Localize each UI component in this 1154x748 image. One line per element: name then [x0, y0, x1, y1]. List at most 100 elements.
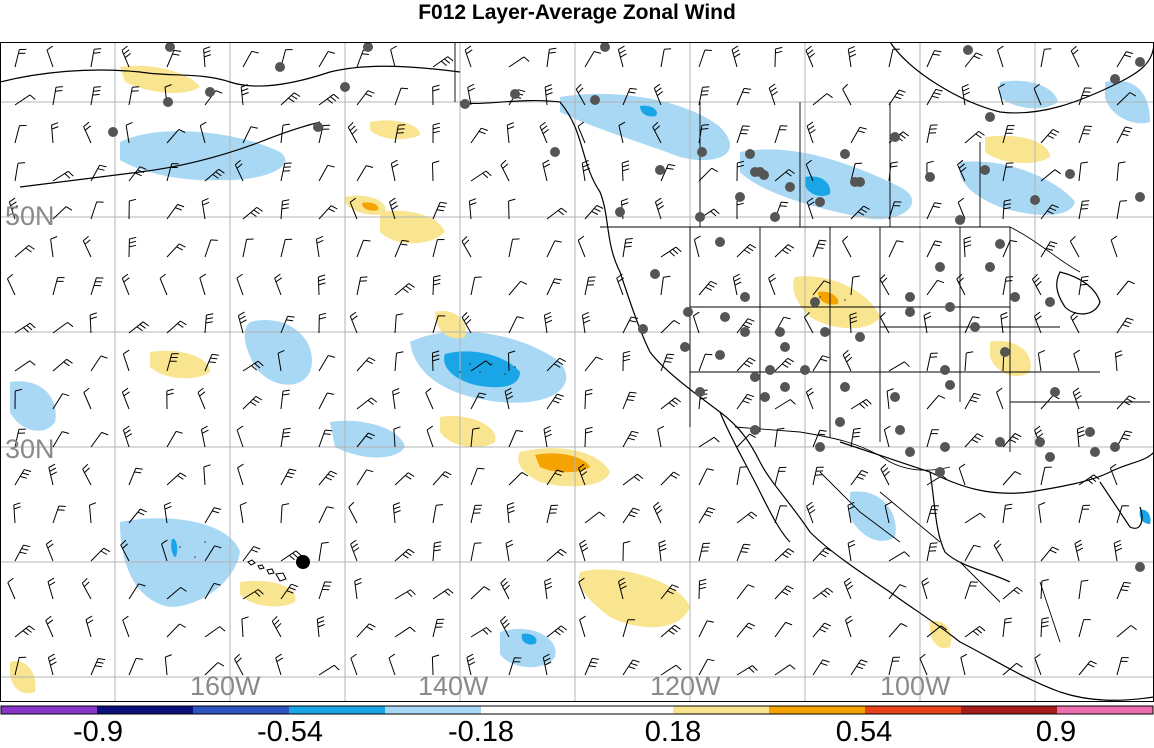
wind-barb — [850, 469, 869, 486]
strong-negative-core — [521, 633, 537, 645]
wind-barb — [888, 89, 906, 106]
wind-barb — [693, 235, 701, 258]
wind-barb — [166, 586, 187, 600]
wind-barb — [577, 235, 586, 258]
island — [247, 559, 256, 566]
station-marker — [955, 215, 965, 225]
station-marker — [770, 212, 780, 222]
map-canvas: 50N 30N 160W 140W 120W 100W — [0, 42, 1154, 702]
wind-barb — [888, 161, 898, 182]
wind-barb — [7, 577, 16, 600]
wind-barb — [732, 273, 742, 296]
station-marker — [815, 442, 825, 452]
wind-barb — [122, 349, 130, 372]
wind-barb — [1034, 653, 1042, 676]
wind-barb — [1040, 128, 1060, 144]
wind-barb — [52, 170, 74, 182]
wind-barb — [52, 393, 70, 410]
station-marker — [745, 149, 755, 159]
wind-barb — [82, 235, 92, 258]
wind-barb — [470, 170, 492, 182]
wind-barb — [166, 353, 179, 372]
wind-barb — [14, 162, 26, 182]
mexico-states — [819, 471, 1061, 643]
wind-barb — [546, 357, 566, 372]
strong-negative-core — [171, 538, 178, 557]
wind-barb — [1002, 471, 1022, 486]
wind-barb — [622, 238, 633, 258]
mexico-gulf-coast — [929, 471, 1011, 583]
wind-barb — [660, 48, 672, 68]
wind-barb — [964, 130, 985, 144]
station-marker — [1110, 74, 1120, 84]
negative-anomaly-region — [120, 131, 286, 181]
wind-barb — [958, 463, 966, 486]
positive-anomaly-region — [240, 580, 296, 607]
station-marker — [340, 82, 350, 92]
station-marker — [1110, 442, 1120, 452]
wind-barb — [1114, 350, 1123, 372]
wind-barb — [275, 653, 284, 676]
wind-barb — [318, 541, 329, 562]
wind-barb — [584, 204, 604, 220]
wind-barb — [1040, 48, 1052, 68]
wind-barb — [242, 360, 264, 372]
wind-barb — [394, 626, 416, 638]
wind-barb — [316, 616, 325, 638]
colorbar-swatch — [97, 706, 194, 714]
wind-barb — [850, 126, 867, 144]
wind-barb — [584, 657, 600, 676]
wind-barb — [692, 311, 700, 334]
station-marker — [163, 97, 173, 107]
station-marker — [1035, 437, 1045, 447]
wind-barb — [128, 236, 137, 258]
wind-barb — [14, 94, 36, 106]
wind-barb — [926, 124, 938, 144]
wind-barb — [579, 539, 589, 562]
negative-anomaly-region — [330, 420, 405, 458]
station-marker — [759, 170, 769, 180]
wind-barb — [1078, 87, 1092, 106]
wind-barb — [618, 577, 627, 600]
wind-barb — [584, 388, 593, 410]
colorbar-swatches — [1, 706, 1154, 714]
station-marker — [735, 192, 745, 202]
wind-barb — [432, 201, 448, 220]
wind-barb — [204, 507, 222, 524]
wind-barb — [464, 45, 473, 68]
wind-barb — [14, 625, 36, 638]
wind-barb — [622, 316, 639, 334]
station-marker — [695, 387, 705, 397]
wind-barb — [47, 577, 56, 600]
station-marker — [1065, 169, 1075, 179]
wind-barb — [921, 577, 930, 600]
wind-barb — [128, 508, 147, 524]
wind-barb — [461, 312, 472, 334]
wind-barb — [508, 657, 522, 676]
wind-barb — [812, 466, 824, 486]
wind-barb — [923, 311, 932, 334]
station-marker — [995, 437, 1005, 447]
lat-label-50n: 50N — [5, 201, 55, 231]
wind-barb — [280, 238, 293, 258]
wind-barb — [652, 121, 662, 144]
wind-barb — [812, 239, 827, 258]
wind-barb — [736, 433, 756, 448]
station-marker — [760, 392, 770, 402]
wind-barb — [880, 463, 890, 486]
wind-barb — [736, 243, 757, 258]
wind-barb — [318, 581, 332, 600]
wind-barb — [242, 206, 263, 220]
wind-barb — [45, 539, 54, 562]
wind-barb — [166, 49, 182, 68]
colorbar-swatch — [1, 706, 98, 714]
wind-barb — [546, 625, 568, 638]
wind-barb — [698, 658, 715, 676]
station-marker — [715, 350, 725, 360]
wind-barb — [6, 273, 16, 296]
wind-barb — [660, 275, 671, 296]
wind-barb — [774, 244, 795, 258]
wind-barb — [657, 425, 665, 448]
wind-barb — [812, 547, 832, 562]
colorbar-swatch — [865, 706, 962, 714]
